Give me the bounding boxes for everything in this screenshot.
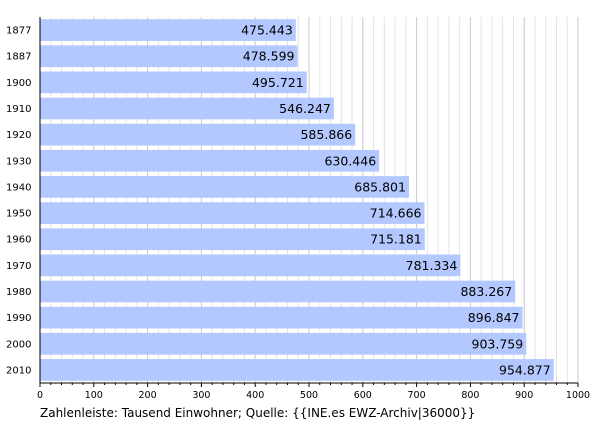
bar-value-label: 585.866 — [300, 127, 352, 142]
x-tick-label: 700 — [408, 390, 426, 401]
category-label: 1950 — [6, 209, 31, 220]
category-label: 1910 — [6, 104, 31, 115]
bar-value-label: 903.759 — [472, 336, 524, 351]
x-tick-label: 100 — [85, 390, 103, 401]
category-label: 1940 — [6, 182, 31, 193]
x-tick-label: 400 — [246, 390, 264, 401]
bar — [40, 359, 554, 381]
bar-value-label: 475.443 — [241, 23, 293, 38]
x-tick-label: 900 — [515, 390, 533, 401]
bar-value-label: 781.334 — [406, 258, 458, 273]
category-label: 1990 — [6, 313, 31, 324]
category-label: 1900 — [6, 78, 31, 89]
bar — [40, 280, 516, 303]
bar-value-label: 715.181 — [370, 232, 422, 247]
x-tick-label: 1000 — [566, 390, 590, 401]
bar — [40, 228, 425, 251]
x-tick-label: 600 — [354, 390, 372, 401]
bar-value-label: 495.721 — [252, 75, 304, 90]
bar — [40, 306, 523, 329]
bar-value-label: 883.267 — [460, 284, 512, 299]
bar — [40, 332, 527, 355]
x-tick-label: 500 — [300, 390, 318, 401]
bar-value-label: 478.599 — [243, 49, 295, 64]
bar-value-label: 896.847 — [468, 310, 520, 325]
axes: 1877 1887 1900 1910 1920 1930 1940 1950 1960 1970… — [6, 17, 590, 401]
bar — [40, 123, 356, 146]
category-label: 1930 — [6, 156, 31, 167]
bar — [40, 45, 298, 68]
bar-value-label: 630.446 — [324, 153, 376, 168]
category-label: 2000 — [6, 339, 31, 350]
bar-value-label: 954.877 — [499, 362, 551, 377]
bar — [40, 19, 296, 41]
bar — [40, 176, 409, 198]
category-label: 1970 — [6, 261, 31, 272]
category-label: 2010 — [6, 365, 31, 376]
x-tick-label: 0 — [37, 390, 43, 401]
bar — [40, 97, 334, 120]
bar-value-label: 714.666 — [370, 206, 422, 221]
bar — [40, 149, 380, 172]
x-tick-label: 200 — [139, 390, 157, 401]
category-label: 1980 — [6, 287, 31, 298]
category-label: 1960 — [6, 235, 31, 246]
bar-value-label: 685.801 — [354, 179, 406, 194]
bar — [40, 202, 425, 224]
category-label: 1887 — [6, 52, 31, 63]
bar-value-label: 546.247 — [279, 101, 331, 116]
chart-caption: Zahlenleiste: Tausend Einwohner; Quelle:… — [40, 406, 476, 420]
category-label: 1920 — [6, 130, 31, 141]
bar — [40, 254, 461, 277]
bars: 475.443 478.599 495.721 546.247 585.866 630.4… — [40, 19, 554, 381]
x-tick-label: 800 — [461, 390, 479, 401]
bar — [40, 71, 307, 94]
category-label: 1877 — [6, 26, 31, 37]
x-tick-label: 300 — [192, 390, 210, 401]
